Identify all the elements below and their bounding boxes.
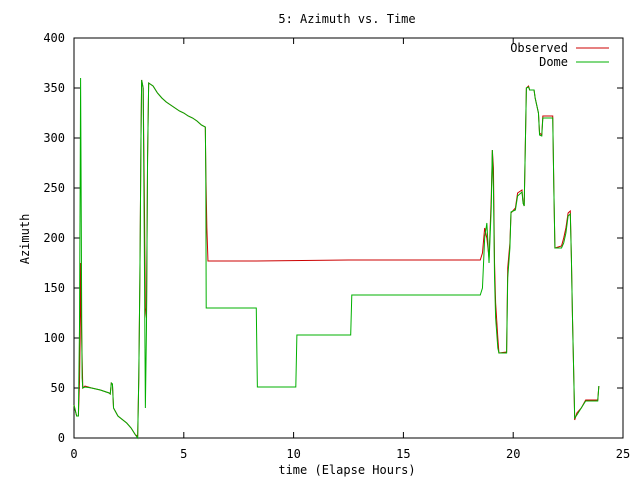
- x-tick-label: 25: [616, 447, 630, 461]
- y-tick-label: 0: [58, 431, 65, 445]
- y-tick-label: 50: [51, 381, 65, 395]
- x-axis-ticks: 0 5 10 15 20 25: [70, 38, 630, 461]
- y-axis-ticks: 0 50 100 150 200 250 300 350 400: [43, 31, 623, 445]
- x-tick-label: 0: [70, 447, 77, 461]
- plot-frame: [73, 37, 624, 439]
- series-layer: [73, 77, 600, 440]
- x-axis-label: time (Elapse Hours): [278, 463, 415, 477]
- y-tick-label: 350: [43, 81, 65, 95]
- chart-title: 5: Azimuth vs. Time: [278, 12, 415, 26]
- y-tick-label: 200: [43, 231, 65, 245]
- x-tick-label: 10: [286, 447, 300, 461]
- x-tick-label: 15: [396, 447, 410, 461]
- series-line-observed: [73, 79, 600, 437]
- y-tick-label: 150: [43, 281, 65, 295]
- legend-label-dome: Dome: [539, 55, 568, 69]
- x-tick-label: 20: [506, 447, 520, 461]
- y-tick-label: 250: [43, 181, 65, 195]
- legend-label-observed: Observed: [510, 41, 568, 55]
- y-tick-label: 400: [43, 31, 65, 45]
- x-tick-label: 5: [180, 447, 187, 461]
- legend: Observed Dome: [510, 41, 609, 69]
- y-tick-label: 100: [43, 331, 65, 345]
- series-line-dome: [73, 77, 600, 440]
- y-tick-label: 300: [43, 131, 65, 145]
- y-axis-label: Azimuth: [18, 214, 32, 265]
